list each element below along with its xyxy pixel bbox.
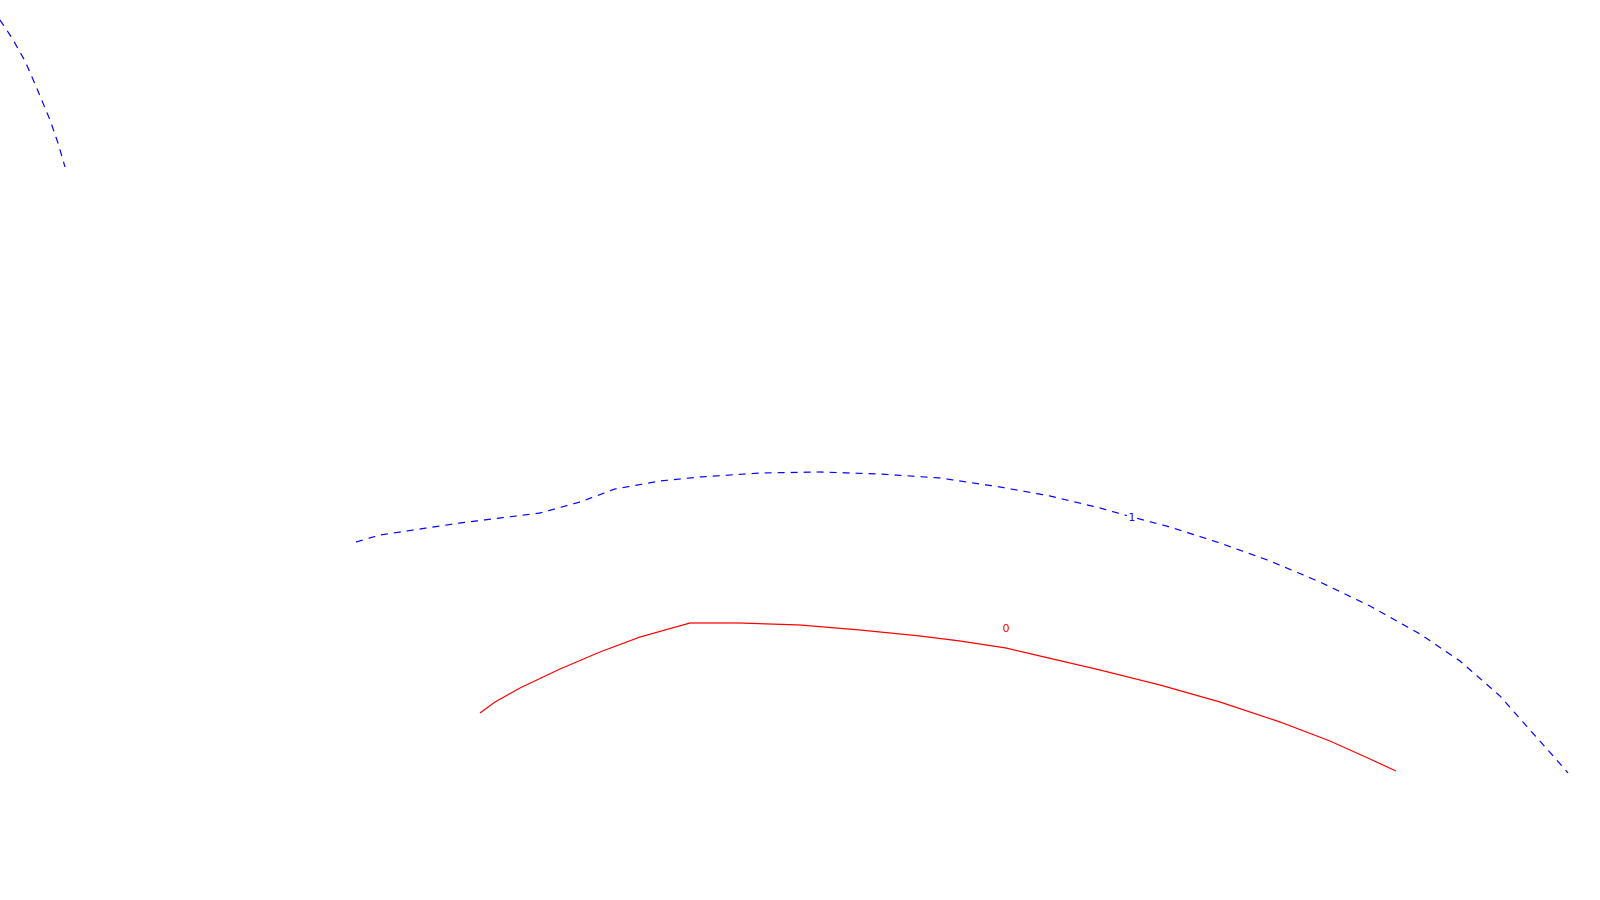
contour-line-level-1-segment-0 <box>355 471 1569 774</box>
contour-label-background-1 <box>1127 510 1137 523</box>
contour-line-level-1-segment-1 <box>0 19 66 168</box>
contour-label-background-0 <box>1001 621 1011 634</box>
contour-labels-group: 01 <box>1001 510 1137 635</box>
contour-line-level-0-segment-0 <box>479 622 1397 772</box>
contour-label-1: 1 <box>1129 511 1136 524</box>
contour-label-0: 0 <box>1003 622 1010 635</box>
contour-lines-group <box>0 19 1569 774</box>
